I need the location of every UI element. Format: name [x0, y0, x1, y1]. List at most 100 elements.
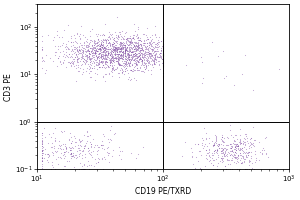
Point — [160, 51, 165, 55]
Point — [121, 45, 125, 48]
Point — [40, 142, 45, 145]
Point — [69, 155, 74, 158]
Point — [104, 58, 109, 61]
Point — [160, 62, 165, 65]
Point — [128, 59, 133, 62]
Point — [124, 55, 129, 58]
Point — [85, 57, 90, 60]
Point — [98, 44, 102, 48]
Point — [122, 62, 127, 65]
Point — [100, 60, 105, 63]
Point — [241, 158, 246, 161]
Point — [93, 42, 98, 45]
Point — [62, 154, 67, 157]
Point — [152, 25, 157, 28]
Point — [228, 150, 233, 153]
Point — [142, 53, 146, 57]
Point — [160, 38, 165, 41]
Point — [134, 45, 139, 48]
Point — [224, 148, 229, 151]
Point — [148, 56, 153, 59]
Point — [126, 52, 131, 55]
Point — [94, 45, 98, 48]
Point — [145, 35, 150, 38]
Point — [99, 42, 103, 45]
Point — [131, 36, 136, 39]
Point — [208, 158, 212, 162]
Point — [94, 32, 99, 35]
Point — [136, 61, 141, 64]
Point — [132, 47, 136, 50]
Point — [252, 144, 256, 147]
Point — [150, 51, 155, 54]
Point — [112, 41, 117, 45]
Point — [94, 60, 99, 63]
Point — [68, 146, 72, 150]
Point — [207, 142, 212, 145]
Point — [160, 43, 165, 46]
Point — [193, 142, 198, 145]
Point — [147, 60, 152, 64]
Point — [123, 62, 128, 65]
Point — [137, 66, 142, 69]
Point — [81, 147, 86, 150]
Point — [66, 46, 71, 49]
Point — [133, 45, 137, 49]
Point — [147, 59, 152, 62]
Point — [127, 53, 131, 57]
Point — [40, 144, 45, 147]
Point — [205, 144, 210, 148]
Point — [100, 40, 105, 43]
Point — [111, 38, 116, 42]
Point — [160, 51, 165, 54]
Point — [119, 53, 124, 56]
Point — [95, 55, 100, 58]
Point — [89, 50, 94, 53]
Point — [119, 45, 124, 48]
Point — [115, 50, 119, 53]
Point — [105, 61, 110, 64]
Point — [220, 160, 224, 164]
Point — [136, 26, 141, 29]
Point — [160, 47, 165, 50]
Point — [145, 26, 150, 30]
Point — [71, 64, 76, 67]
Point — [105, 43, 110, 47]
Point — [112, 63, 117, 67]
Point — [103, 44, 108, 47]
Point — [123, 45, 128, 49]
Point — [148, 42, 153, 45]
Point — [99, 42, 103, 46]
Point — [113, 48, 118, 52]
Point — [40, 166, 45, 169]
Point — [51, 144, 56, 147]
Point — [89, 50, 94, 53]
Point — [160, 57, 164, 60]
Point — [110, 43, 114, 47]
Point — [216, 55, 220, 58]
Point — [116, 71, 121, 74]
Point — [101, 63, 106, 66]
Point — [136, 51, 141, 54]
Point — [89, 155, 94, 158]
Point — [153, 46, 158, 49]
Point — [64, 48, 69, 51]
Point — [144, 52, 149, 55]
Point — [132, 59, 136, 62]
Point — [150, 46, 155, 49]
Point — [64, 42, 69, 45]
Point — [149, 48, 154, 52]
Point — [110, 45, 114, 48]
Point — [58, 50, 63, 54]
Point — [126, 53, 131, 56]
Point — [123, 47, 128, 50]
Point — [153, 60, 158, 63]
Point — [67, 60, 72, 63]
Point — [129, 41, 134, 44]
Point — [231, 151, 236, 154]
Point — [132, 47, 137, 50]
Point — [127, 50, 132, 53]
Point — [160, 44, 165, 47]
Point — [98, 50, 102, 53]
Point — [155, 43, 160, 46]
